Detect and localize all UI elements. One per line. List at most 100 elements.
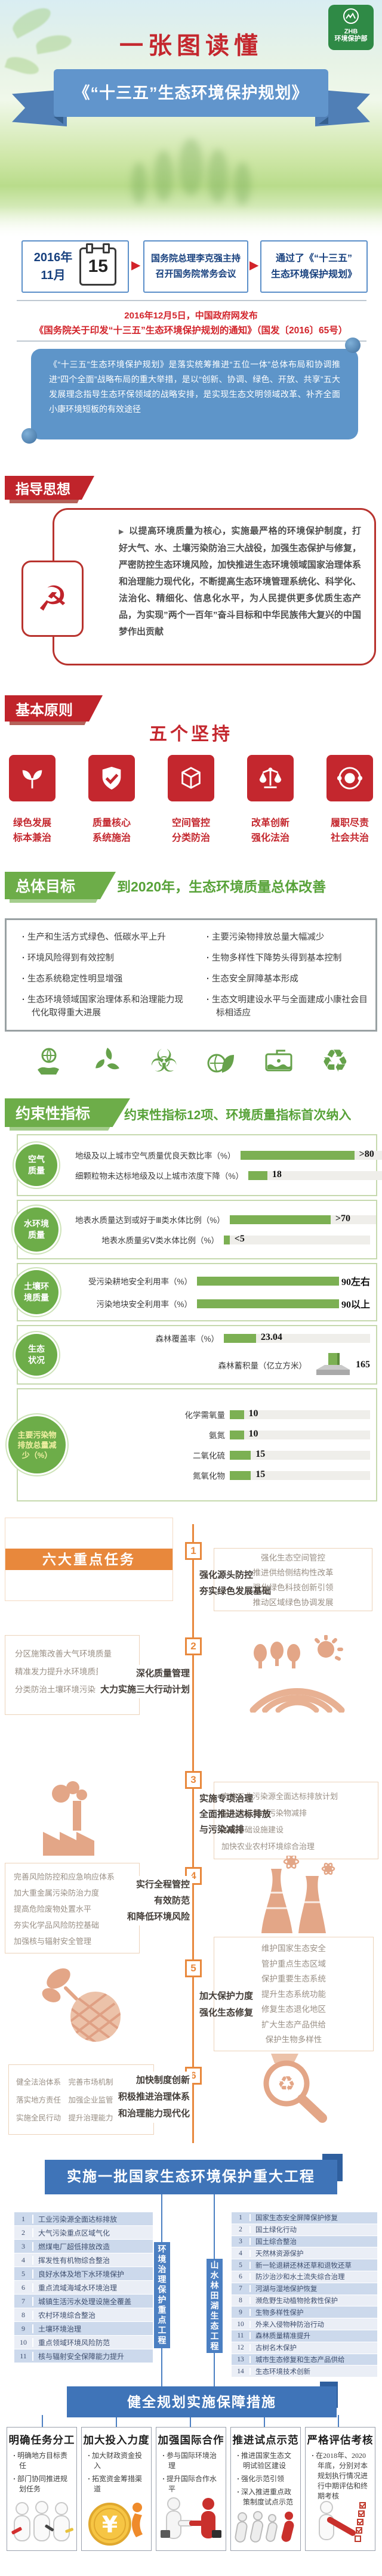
orbit-icon	[326, 755, 373, 801]
date-year: 2016年	[33, 251, 73, 264]
meeting-line1: 国务院总理李克强主持	[150, 253, 241, 264]
timeline-line	[192, 1524, 194, 2143]
column-title: 明确任务分工	[8, 2434, 75, 2446]
tasks-banner-title: 六大重点任务	[5, 1549, 172, 1570]
task-badge: 3	[185, 1771, 202, 1789]
header-hero: 一张图读懂 《“十三五”生态环境保护规划》	[0, 0, 382, 239]
indicator-row: 细颗粒物未达标地级及以上城市浓度下降（%） 18	[75, 1169, 382, 1181]
arrow-right-icon: ▶	[249, 259, 259, 272]
bar-track: 10	[230, 1408, 370, 1419]
water-tank-icon	[265, 1049, 292, 1072]
column-bullets: 参与国际环境治理提升国际合作水平	[156, 2447, 226, 2494]
column-bullets: 在2018年、2020年底，分别对本规划执行情况进行中期评估和终期考核	[306, 2447, 375, 2501]
indicator-row: 二氧化硫 15	[75, 1449, 370, 1461]
task-point: 夯实化学品风险防控基础	[14, 1921, 100, 1930]
project-row: 1 国家生态安全屏障保护修复	[232, 2212, 377, 2224]
bar-track	[196, 1276, 339, 1286]
principles-title: 五个坚持	[149, 724, 233, 744]
task-point: 实施全民行动 提升治理能力	[16, 2114, 113, 2122]
task-point: 加强基础设施建设	[221, 1825, 284, 1834]
plan-pass-box: 通过了《“十三五” 生态环境保护规划》	[260, 240, 368, 293]
task-point: 精准发力提升水环境质量	[15, 1667, 104, 1676]
principle-item: 改革创新 强化法治	[242, 755, 299, 846]
bar-track: 23.04	[224, 1332, 370, 1343]
tasks-banner: 六大重点任务	[5, 1518, 173, 1601]
principles-section-label: 基本原则	[5, 695, 103, 722]
ribbon-right: 山水林田湖生态工程	[207, 2259, 223, 2353]
task-point: 加快农业农村环境综合治理	[221, 1842, 315, 1851]
task-points-box: 完善风险防控和应急响应体系 加大重金属污染防治力度 提高危险废物处置水平 夯实化…	[5, 1863, 140, 1953]
indicator-row: 受污染耕地安全利用率（%） 90左右	[75, 1274, 370, 1288]
goal-bullets-right: 主要污染物排放总量大幅减少生物多样性下降势头得到基本控制生态安全屏障基本形成生态…	[191, 920, 375, 1030]
bar-fill	[224, 1235, 230, 1244]
indicator-circle-soil: 土壤环 境质量	[14, 1270, 58, 1314]
safeguard-column: 推进试点示范 推进国家生态文明试验区建设强化示范引领深入推进重点政策制度试点示范	[230, 2427, 301, 2551]
factory-icon	[36, 1779, 119, 1860]
guiding-text: ▶ 以提高环境质量为核心，实施最严格的环境保护制度，打好大气、水、土壤污染防治三大…	[119, 526, 361, 637]
task-point: 保护重要生态系统	[261, 1974, 326, 1983]
task-badge: 2	[185, 1637, 202, 1655]
bar-track: 18	[248, 1169, 382, 1180]
calendar-icon: 15	[79, 243, 117, 286]
column-bullet: 参与国际环境治理	[162, 2451, 222, 2471]
bar-value: 15	[255, 1448, 266, 1459]
scales-icon	[247, 755, 294, 801]
goal-bullet: 生产和生活方式绿色、低碳水平上升	[22, 931, 185, 944]
bar-track: >70	[229, 1213, 376, 1224]
indicator-circle-eco: 生态 状况	[16, 1334, 57, 1376]
divider	[17, 300, 366, 301]
indicator-group-soil: 受污染耕地安全利用率（%） 90左右 污染地块安全利用率（%） 90以上	[17, 1263, 377, 1321]
task-points-box: 维护国家生态安全 管护重点生态区域 保护重要生态系统 提升生态系统功能 修复生态…	[214, 1937, 374, 2051]
scroll-curl-icon	[21, 428, 37, 444]
project-row: 10 重点领域环境风险防范	[14, 2336, 153, 2349]
task-point: 推进供给侧结构性改革	[252, 1568, 334, 1577]
goal-box: 生产和生活方式绿色、低碳水平上升环境风险得到有效控制生态系统稳定性明显增强生态环…	[5, 918, 377, 1032]
task-point: 推动区域绿色协调发展	[252, 1598, 334, 1607]
task-point: 保护生物多样性	[265, 2035, 322, 2044]
globe-hand-icon	[38, 1048, 60, 1075]
column-bullet: 加大财政资金投入	[88, 2451, 147, 2471]
date-day: 15	[88, 256, 108, 276]
task-point: 加大重金属污染防治力度	[14, 1888, 100, 1897]
safeguard-column: 严格评估考核 在2018年、2020年底，分别对本规划执行情况进行中期评估和终期…	[305, 2427, 375, 2551]
column-bullets: 明确地方目标责任部门协同推进规划任务	[7, 2447, 76, 2494]
project-row: 2 国土绿化行动	[232, 2224, 377, 2236]
task-badge: 5	[185, 1959, 202, 1977]
bar-fill	[230, 1450, 251, 1460]
indicator-row: 污染地块安全利用率（%） 90以上	[75, 1296, 370, 1311]
task-point: 分类防治土壤环境污染	[15, 1685, 96, 1694]
project-row: 4 天然林资源保护	[232, 2247, 377, 2260]
emblem-icon	[343, 8, 359, 24]
task-point: 提升生态系统功能	[261, 1989, 326, 1999]
principle-item: 绿色发展 标本兼治	[4, 755, 61, 846]
safeguard-column: 明确任务分工 明确地方目标责任部门协同推进规划任务	[7, 2427, 77, 2551]
column-bullet: 明确地方目标责任	[13, 2451, 73, 2471]
indicator-circle-water: 水环境 质量	[14, 1208, 58, 1252]
arrow-right-icon: ▶	[131, 259, 141, 272]
date-month: 11月	[41, 269, 66, 282]
project-row: 6 防沙治沙和水土流失综合治理	[232, 2271, 377, 2283]
bar-fill	[248, 1171, 267, 1180]
divider	[17, 340, 366, 342]
connector-line	[338, 2415, 339, 2427]
principles-row: 绿色发展 标本兼治 质量核心 系统施治 空间管控 分类防治 改革创新 强化法治 履职尽责…	[0, 755, 382, 846]
meeting-box: 国务院总理李克强主持 召开国务院常务会议	[143, 240, 248, 293]
pointer-arrow-icon: ▶	[119, 528, 125, 535]
handshake-figure-icon	[161, 2497, 221, 2539]
task-points-box: 实施工业污染源全面达标排放计划 深入推进重点污染物减排 加强基础设施建设 加快农…	[214, 1782, 378, 1859]
task-point: 扩大生态产品供给	[261, 2020, 326, 2029]
running-figure-icon	[235, 2511, 294, 2543]
column-bullet: 拓宽资金筹措渠道	[88, 2474, 147, 2494]
people-silhouette	[154, 150, 173, 202]
task-badge: 1	[185, 1542, 202, 1560]
page-title: 一张图读懂	[119, 33, 263, 59]
project-row: 5 良好水体及地下水环境保护	[14, 2267, 153, 2281]
sprout-icon	[9, 755, 56, 801]
project-row: 10 外来入侵物种防治行动	[232, 2318, 377, 2330]
goal-bullet: 主要污染物排放总量大幅减少	[207, 931, 369, 944]
project-row: 11 森林质量精准提升	[232, 2330, 377, 2342]
task-title: 加大保护力度 强化生态修复	[199, 1991, 254, 2018]
ribbon-fold	[54, 117, 63, 124]
indicator-row: 地表水质量达到或好于Ⅲ类水体比例（%） >70	[75, 1213, 376, 1225]
guiding-box: ▶ 以提高环境质量为核心，实施最严格的环境保护制度，打好大气、水、土壤污染防治三大…	[53, 508, 376, 665]
